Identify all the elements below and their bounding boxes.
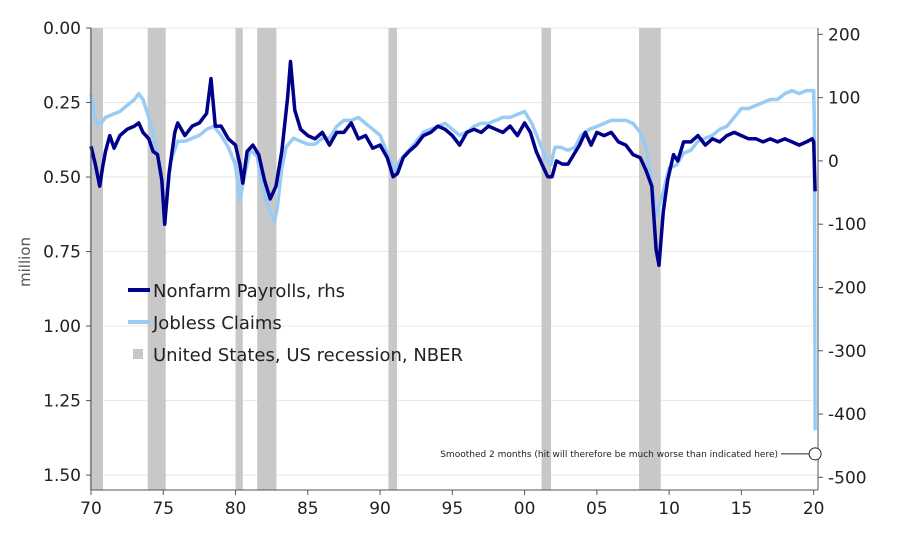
right-tick-label: -500 — [828, 468, 867, 488]
legend: Nonfarm Payrolls, rhs Jobless Claims Uni… — [128, 281, 463, 366]
x-tick-label: 10 — [658, 499, 680, 519]
annotation-marker — [808, 447, 822, 461]
legend-label-payrolls: Nonfarm Payrolls, rhs — [153, 281, 345, 302]
x-tick-label: 80 — [225, 499, 247, 519]
left-tick-label: 0.25 — [43, 94, 81, 114]
recession-band — [147, 28, 166, 490]
left-tick-label: 0.00 — [43, 19, 81, 39]
x-axis-ticks: 70 75 80 85 90 95 00 05 10 15 20 — [80, 490, 824, 519]
x-tick-label: 15 — [731, 499, 753, 519]
nonfarm-payrolls-line — [89, 59, 817, 268]
x-tick-label: 70 — [80, 499, 102, 519]
recession-band — [541, 28, 552, 490]
right-tick-label: -300 — [828, 342, 867, 362]
recession-bands — [89, 28, 661, 490]
right-tick-label: 200 — [828, 25, 860, 45]
legend-label-claims: Jobless Claims — [152, 313, 282, 334]
left-tick-label: 1.25 — [43, 392, 81, 412]
left-axis-ticks: 0.00 0.25 0.50 0.75 1.00 1.25 1.50 — [43, 19, 91, 486]
legend-label-recession: United States, US recession, NBER — [153, 345, 463, 366]
right-tick-label: 100 — [828, 89, 860, 109]
recession-band — [257, 28, 277, 490]
left-tick-label: 1.50 — [43, 466, 81, 486]
x-tick-label: 20 — [803, 499, 825, 519]
right-tick-label: 0 — [828, 152, 839, 172]
left-tick-label: 0.50 — [43, 168, 81, 188]
x-tick-label: 75 — [152, 499, 174, 519]
right-tick-label: -400 — [828, 405, 867, 425]
legend-swatch-recession — [133, 349, 143, 359]
x-tick-label: 05 — [586, 499, 608, 519]
x-tick-label: 90 — [369, 499, 391, 519]
annotation-text: Smoothed 2 months (hit will therefore be… — [440, 450, 778, 460]
left-tick-label: 0.75 — [43, 243, 81, 263]
right-tick-label: -100 — [828, 215, 867, 235]
x-tick-label: 95 — [442, 499, 464, 519]
smoothing-annotation: Smoothed 2 months (hit will therefore be… — [440, 447, 822, 461]
x-tick-label: 00 — [514, 499, 536, 519]
left-tick-label: 1.00 — [43, 317, 81, 337]
right-tick-label: -200 — [828, 278, 867, 298]
series-lines — [89, 59, 817, 431]
jobless-claims-line — [89, 88, 817, 431]
left-axis-label: million — [16, 237, 34, 287]
recession-band — [235, 28, 243, 490]
recession-band — [388, 28, 397, 490]
recession-band — [89, 28, 103, 490]
right-axis-ticks: 200 100 0 -100 -200 -300 -400 -500 — [818, 25, 867, 488]
gridlines — [91, 27, 818, 476]
x-tick-label: 85 — [297, 499, 319, 519]
